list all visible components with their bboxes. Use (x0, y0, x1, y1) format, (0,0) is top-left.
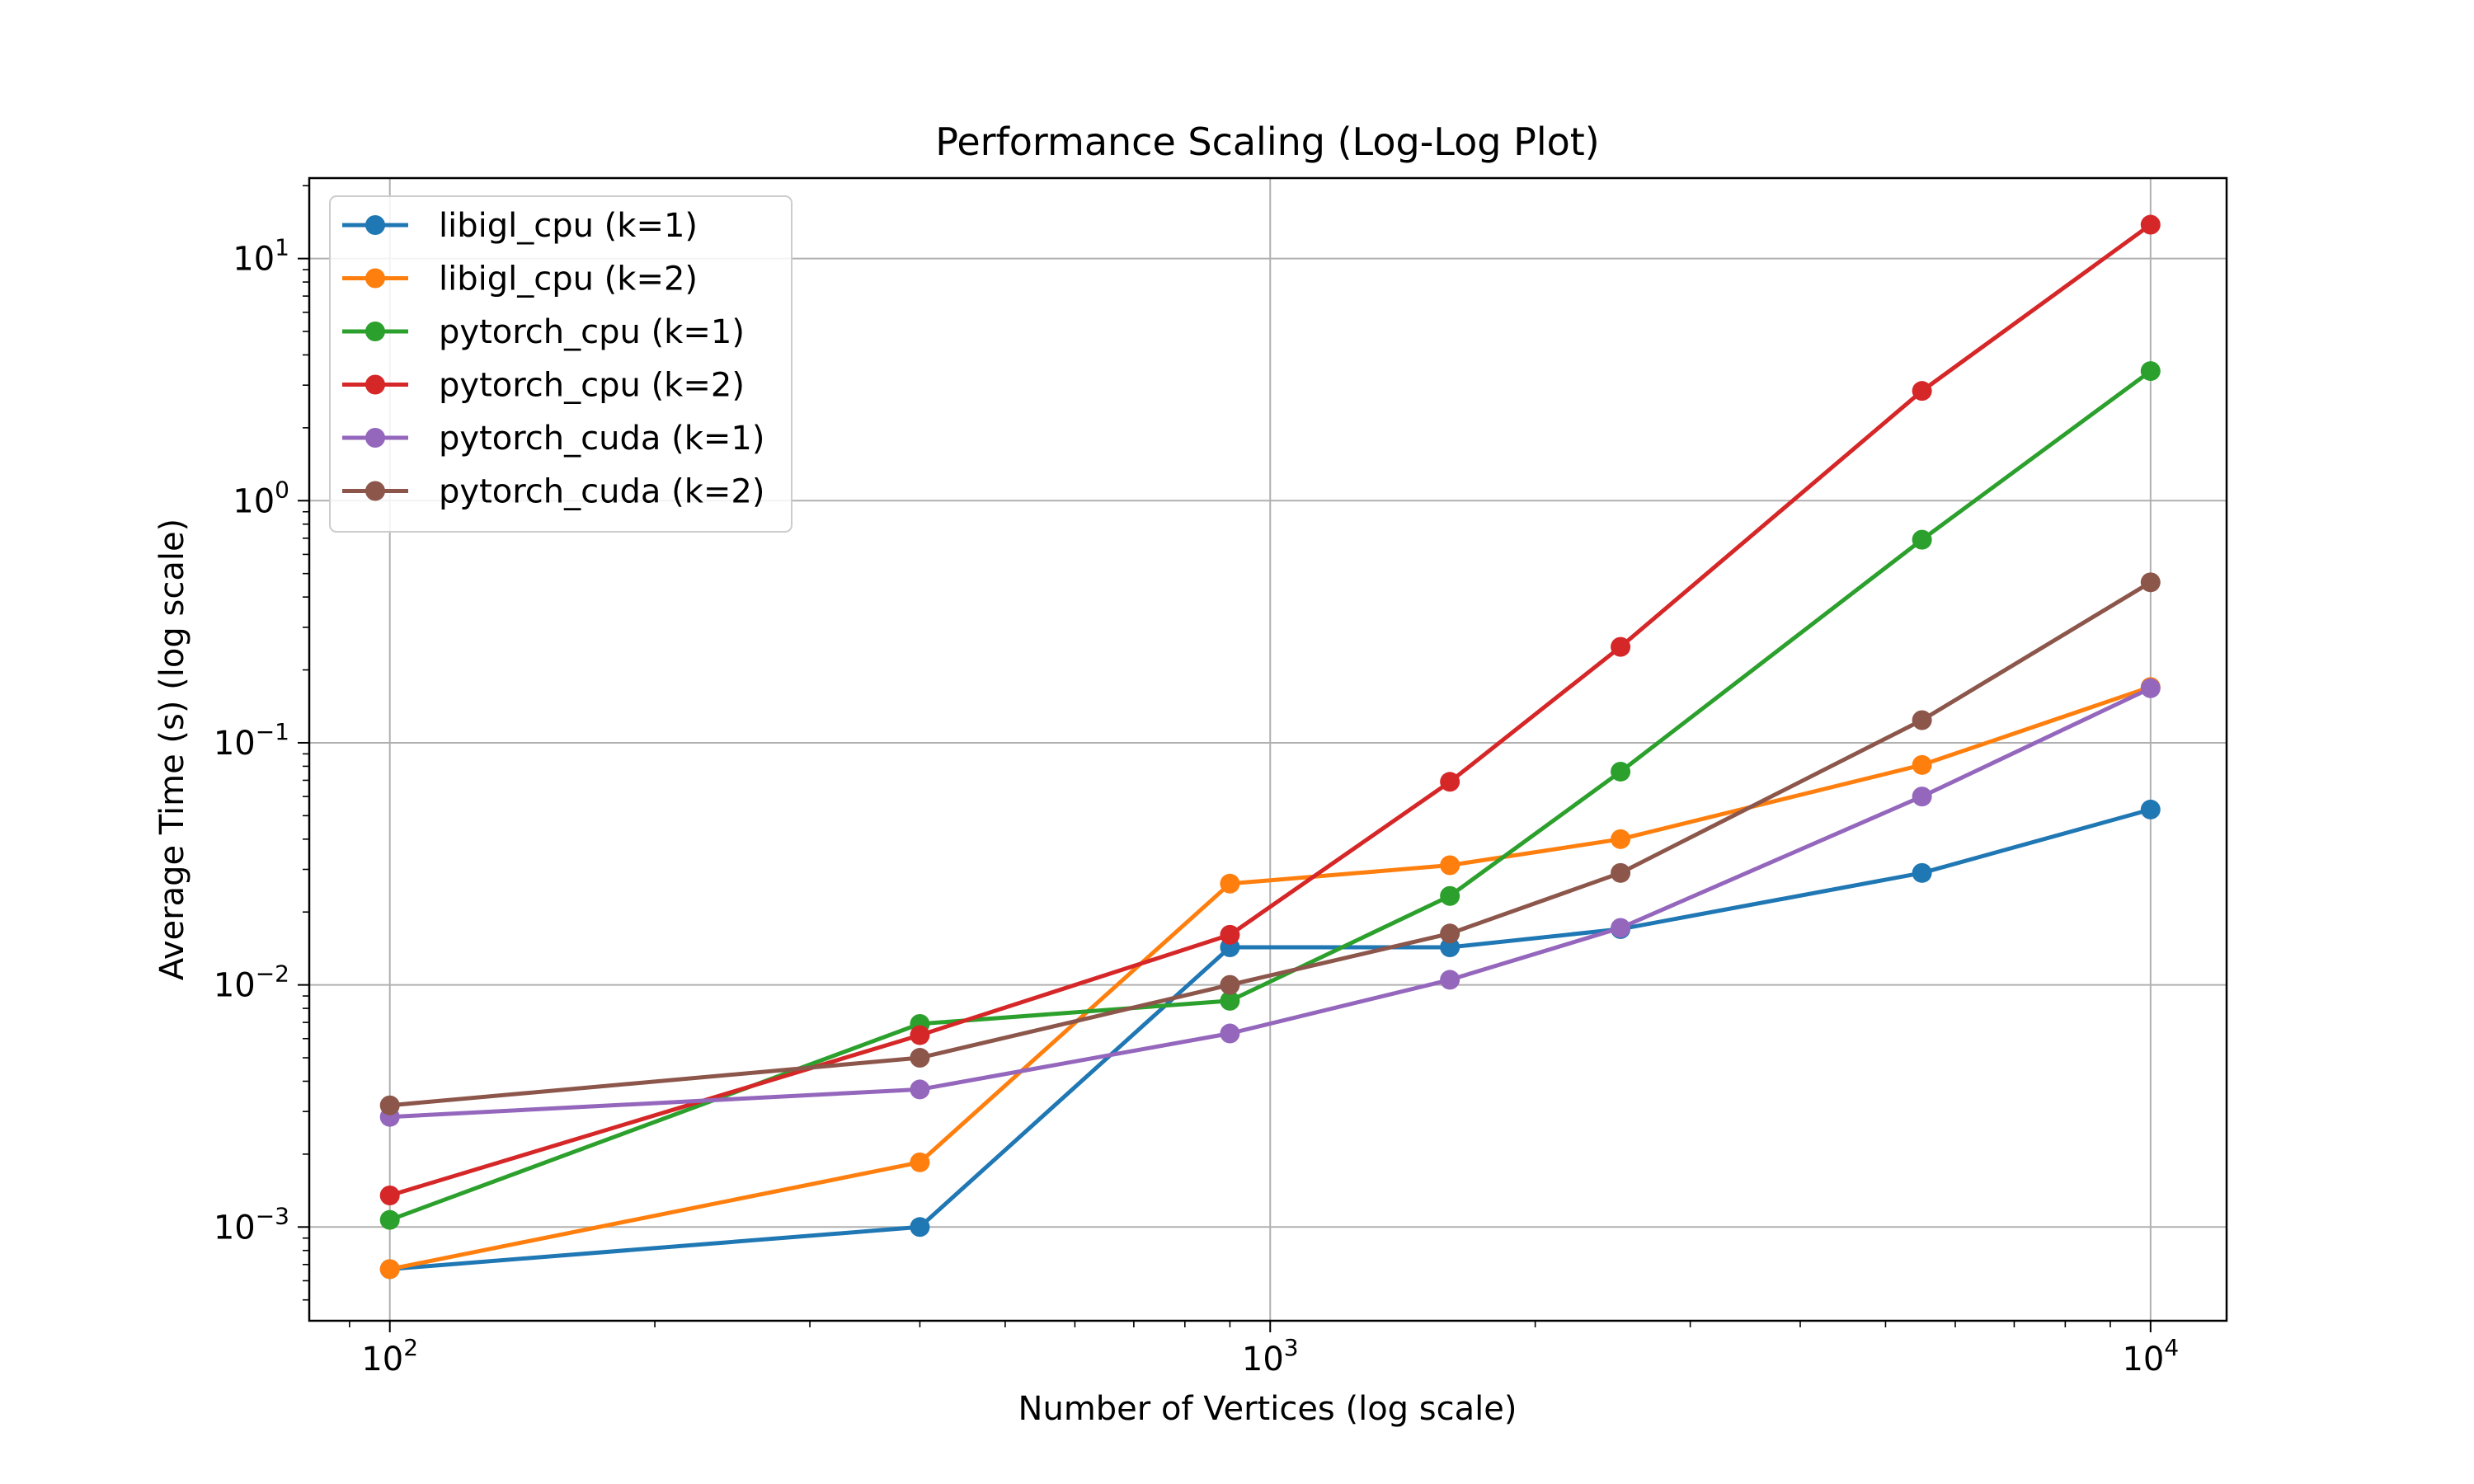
legend-marker (365, 268, 385, 289)
data-point (2140, 572, 2161, 593)
data-point (1912, 787, 1932, 807)
data-point (1440, 885, 1460, 906)
x-tick-label-base: 10 (1242, 1341, 1284, 1378)
legend-label: libigl_cpu (k=1) (439, 207, 698, 245)
x-tick-label: 103 (1242, 1334, 1299, 1378)
legend-entry: pytorch_cpu (k=1) (342, 313, 745, 351)
data-point (1611, 829, 1631, 849)
data-point (379, 1186, 400, 1206)
data-point (910, 1079, 930, 1100)
legend-entry: pytorch_cuda (k=1) (342, 420, 764, 458)
data-point (910, 1217, 930, 1237)
y-tick-label-exponent: −1 (256, 718, 289, 745)
series-layer (379, 214, 2161, 1280)
legend-marker (365, 428, 385, 448)
y-tick-label-base: 10 (233, 482, 275, 520)
y-axis-label: Average Time (s) (log scale) (153, 519, 191, 980)
data-point (910, 1025, 930, 1045)
legend-marker (365, 215, 385, 235)
data-point (1220, 1023, 1240, 1044)
data-point (1611, 636, 1631, 657)
y-tick-label-exponent: 1 (275, 234, 289, 261)
y-tick-label: 10−3 (214, 1202, 289, 1247)
chart-title: Performance Scaling (Log-Log Plot) (935, 120, 1599, 164)
x-tick-label-base: 10 (2122, 1341, 2164, 1378)
x-tick-label-exponent: 4 (2164, 1334, 2179, 1361)
x-tick-label-exponent: 2 (403, 1334, 418, 1361)
y-tick-label-exponent: 0 (275, 476, 289, 503)
data-point (1220, 990, 1240, 1011)
data-point (1440, 772, 1460, 792)
data-point (2140, 678, 2161, 698)
data-point (910, 1152, 930, 1172)
data-point (1220, 974, 1240, 995)
legend-entry: pytorch_cuda (k=2) (342, 473, 764, 511)
data-point (2140, 361, 2161, 382)
y-tick-label-exponent: −3 (256, 1202, 289, 1229)
y-tick-label: 10−2 (214, 960, 289, 1005)
data-point (2140, 799, 2161, 819)
data-point (1611, 918, 1631, 938)
y-tick-label-base: 10 (214, 967, 256, 1005)
y-tick-label: 10−1 (214, 718, 289, 763)
legend-entry: libigl_cpu (k=1) (342, 207, 698, 245)
y-tick-label-exponent: −2 (256, 960, 289, 988)
data-point (1611, 862, 1631, 883)
data-point (1912, 529, 1932, 550)
x-tick-label: 102 (361, 1334, 418, 1378)
x-axis-label: Number of Vertices (log scale) (1018, 1390, 1517, 1428)
data-point (1611, 761, 1631, 782)
data-point (1220, 873, 1240, 894)
series-2 (379, 361, 2161, 1230)
data-point (1440, 855, 1460, 876)
data-point (1440, 923, 1460, 944)
series-3 (379, 214, 2161, 1206)
legend-marker (365, 322, 385, 341)
data-point (379, 1095, 400, 1115)
legend-label: pytorch_cpu (k=2) (439, 367, 745, 405)
legend-label: pytorch_cuda (k=1) (439, 420, 764, 458)
x-tick-label-base: 10 (361, 1341, 403, 1378)
data-point (379, 1209, 400, 1230)
legend-entry: pytorch_cpu (k=2) (342, 367, 745, 405)
data-point (1440, 937, 1460, 958)
y-tick-label: 101 (233, 234, 289, 279)
data-point (910, 1048, 930, 1068)
y-tick-label-base: 10 (214, 1209, 256, 1247)
legend: libigl_cpu (k=1) libigl_cpu (k=2) pytorch_… (329, 195, 793, 533)
data-point (1912, 381, 1932, 402)
data-point (1912, 754, 1932, 775)
data-point (1912, 862, 1932, 883)
legend-label: libigl_cpu (k=2) (439, 261, 698, 298)
x-tick-label-exponent: 3 (1284, 1334, 1299, 1361)
plot-frame (308, 176, 2228, 1322)
series-4 (379, 678, 2161, 1127)
legend-box (329, 195, 793, 533)
series-5 (379, 572, 2161, 1115)
data-point (2140, 214, 2161, 235)
data-point (1220, 924, 1240, 945)
legend-marker (365, 481, 385, 501)
y-tick-label: 100 (233, 476, 289, 520)
y-tick-label-base: 10 (233, 241, 275, 279)
data-point (1440, 970, 1460, 990)
x-tick-label: 104 (2122, 1334, 2179, 1378)
legend-marker (365, 374, 385, 395)
legend-label: pytorch_cuda (k=2) (439, 473, 764, 511)
data-point (1912, 710, 1932, 730)
y-tick-label-base: 10 (214, 725, 256, 763)
data-point (379, 1259, 400, 1280)
legend-entry: libigl_cpu (k=2) (342, 261, 698, 298)
legend-label: pytorch_cpu (k=1) (439, 313, 745, 351)
